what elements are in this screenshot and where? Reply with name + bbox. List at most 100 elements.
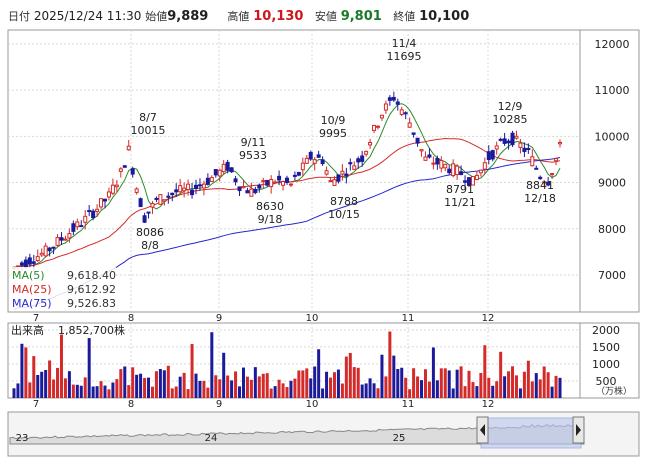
volume-bar — [301, 370, 305, 398]
candle-body — [470, 176, 475, 186]
candle-body — [103, 198, 107, 202]
caret-left-icon — [480, 424, 485, 436]
candle-body — [554, 158, 559, 162]
ma25-legend-label: MA(25) — [12, 283, 52, 296]
volume-bar — [491, 385, 495, 398]
volume-bar — [388, 331, 392, 398]
candle-body — [91, 210, 96, 219]
navigator-range-window[interactable] — [480, 417, 582, 449]
navigator-year-labels: 23 24 25 — [16, 433, 406, 444]
candle-body — [154, 197, 159, 200]
volume-bar — [479, 372, 483, 398]
candle-body — [265, 179, 270, 186]
volume-bar — [174, 386, 178, 398]
annotation-line1: 11/4 — [392, 37, 417, 50]
candle-body — [316, 154, 321, 158]
volume-bar — [222, 352, 226, 398]
volume-bar — [265, 373, 269, 398]
volume-bar — [234, 371, 238, 398]
candle-body — [31, 261, 36, 264]
volume-bar — [416, 376, 420, 398]
candle-body — [146, 211, 151, 214]
candle-body — [482, 162, 487, 170]
volume-bar — [202, 380, 206, 398]
volume-bar — [44, 369, 48, 398]
candle-body — [376, 125, 380, 128]
volume-bar — [198, 380, 202, 398]
volume-bar — [261, 373, 265, 398]
price-tick-label: 11000 — [595, 84, 630, 97]
candle-body — [506, 140, 511, 144]
volume-bar — [150, 386, 154, 398]
volume-month-labels: 7 8 9 10 11 12 — [33, 399, 495, 410]
price-tick-label: 10000 — [595, 130, 630, 143]
volume-bar — [542, 366, 546, 398]
candle-body — [122, 165, 127, 168]
candle-body — [490, 150, 495, 160]
navigator-right-handle[interactable] — [572, 416, 585, 444]
candle-body — [379, 114, 384, 119]
volume-bar — [329, 377, 333, 398]
volume-bar — [511, 366, 515, 398]
volume-bar — [538, 379, 542, 398]
annotation-line1: 8630 — [256, 200, 284, 213]
candle-body — [285, 177, 289, 183]
datetime-value: 2025/12/24 11:30 — [33, 9, 142, 23]
candle-body — [237, 186, 242, 192]
volume-bar — [293, 378, 297, 398]
volume-bar — [257, 376, 261, 398]
candle-body — [178, 185, 183, 193]
candle-body — [459, 171, 464, 176]
volume-bar — [56, 367, 60, 398]
month-label: 11 — [402, 313, 415, 324]
volume-bar — [162, 370, 166, 398]
candle-body — [158, 194, 163, 205]
volume-bar — [420, 380, 424, 398]
ma-legend-bg — [10, 267, 116, 311]
candle-body — [118, 168, 123, 172]
volume-bar — [408, 389, 412, 398]
volume-tick-label: 1000 — [592, 358, 620, 371]
navigator-left-handle[interactable] — [476, 416, 489, 444]
candle-body — [67, 233, 72, 239]
annotation-line2: 12/18 — [524, 192, 556, 205]
candle-body — [71, 223, 76, 232]
annotation-line2: 10285 — [493, 113, 528, 126]
month-label: 12 — [482, 399, 495, 410]
candle-body — [170, 192, 175, 196]
volume-bar — [463, 386, 467, 398]
annotation-line1: 12/9 — [498, 100, 523, 113]
candle-body — [142, 215, 147, 223]
candle-body — [312, 159, 317, 164]
candle-body — [360, 155, 365, 162]
candle-body — [130, 168, 135, 175]
volume-bar — [297, 370, 301, 398]
volume-bar — [558, 377, 562, 398]
candle-body — [134, 188, 139, 193]
ma5-legend-value: 9,618.40 — [67, 269, 116, 282]
volume-bar — [218, 379, 222, 398]
volume-bar — [518, 388, 522, 398]
candle-body — [166, 195, 171, 198]
candle-body — [391, 96, 396, 101]
volume-bar — [103, 385, 107, 398]
candle-body — [83, 215, 88, 223]
candle-body — [427, 154, 432, 158]
volume-bar — [186, 389, 190, 398]
candle-body — [550, 173, 555, 176]
candle-body — [162, 199, 167, 202]
price-tick-label: 9000 — [598, 177, 626, 190]
volume-bar — [459, 366, 463, 398]
candle-body — [498, 138, 503, 141]
volume-bar — [384, 376, 388, 398]
volume-bar — [36, 374, 40, 398]
candle-body — [99, 198, 104, 208]
volume-bar — [206, 387, 210, 398]
volume-bar — [238, 386, 242, 398]
volume-bar — [431, 347, 435, 398]
candle-body — [510, 132, 515, 146]
annotation-line2: 11/21 — [444, 196, 476, 209]
volume-bar — [273, 386, 277, 398]
caret-right-icon — [576, 424, 581, 436]
